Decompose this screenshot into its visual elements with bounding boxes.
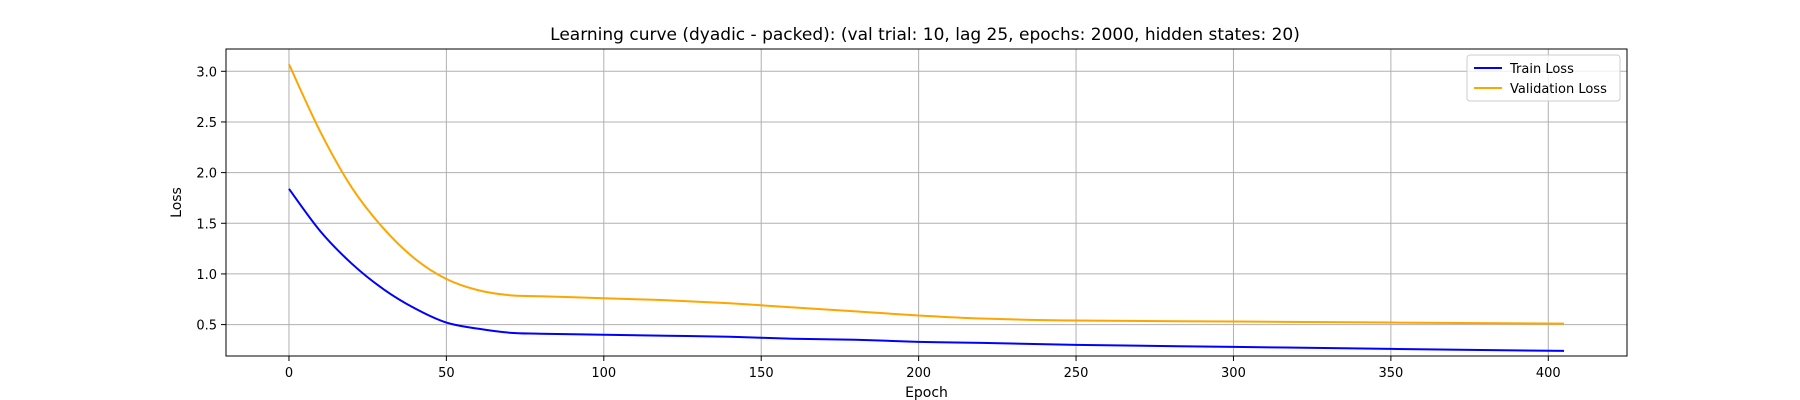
y-tick-label: 2.5 (196, 116, 217, 131)
y-tick-label: 1.0 (196, 268, 217, 283)
series-lines (288, 63, 1565, 352)
x-axis-label: Epoch (905, 385, 948, 400)
y-tick-label: 2.0 (196, 167, 217, 182)
legend-label-validation-loss: Validation Loss (1510, 82, 1607, 97)
x-tick-label: 350 (1378, 366, 1403, 381)
y-tick-label: 0.5 (196, 319, 217, 334)
grid (226, 49, 1627, 356)
x-tick-label: 200 (906, 366, 931, 381)
x-tick-label: 100 (591, 366, 616, 381)
y-axis-ticks: 0.5 1.0 1.5 2.0 2.5 3.0 (196, 65, 226, 334)
x-tick-label: 0 (285, 366, 293, 381)
legend-box (1466, 54, 1621, 102)
chart-title: Learning curve (dyadic - packed): (val t… (550, 25, 1300, 45)
validation-loss-line (288, 63, 1565, 325)
plot-frame (225, 48, 1628, 357)
legend-label-train-loss: Train Loss (1509, 62, 1574, 77)
y-tick-label: 3.0 (196, 65, 217, 80)
x-tick-label: 50 (438, 366, 455, 381)
x-tick-label: 150 (749, 366, 774, 381)
x-tick-label: 400 (1536, 366, 1561, 381)
y-axis-label: Loss (169, 187, 185, 218)
legend: Train Loss Validation Loss (1466, 54, 1621, 102)
y-tick-label: 1.5 (196, 217, 217, 232)
train-loss-line (288, 188, 1565, 352)
x-tick-label: 300 (1221, 366, 1246, 381)
x-tick-label: 250 (1064, 366, 1089, 381)
x-axis-ticks: 0 50 100 150 200 250 300 350 400 (285, 356, 1561, 381)
